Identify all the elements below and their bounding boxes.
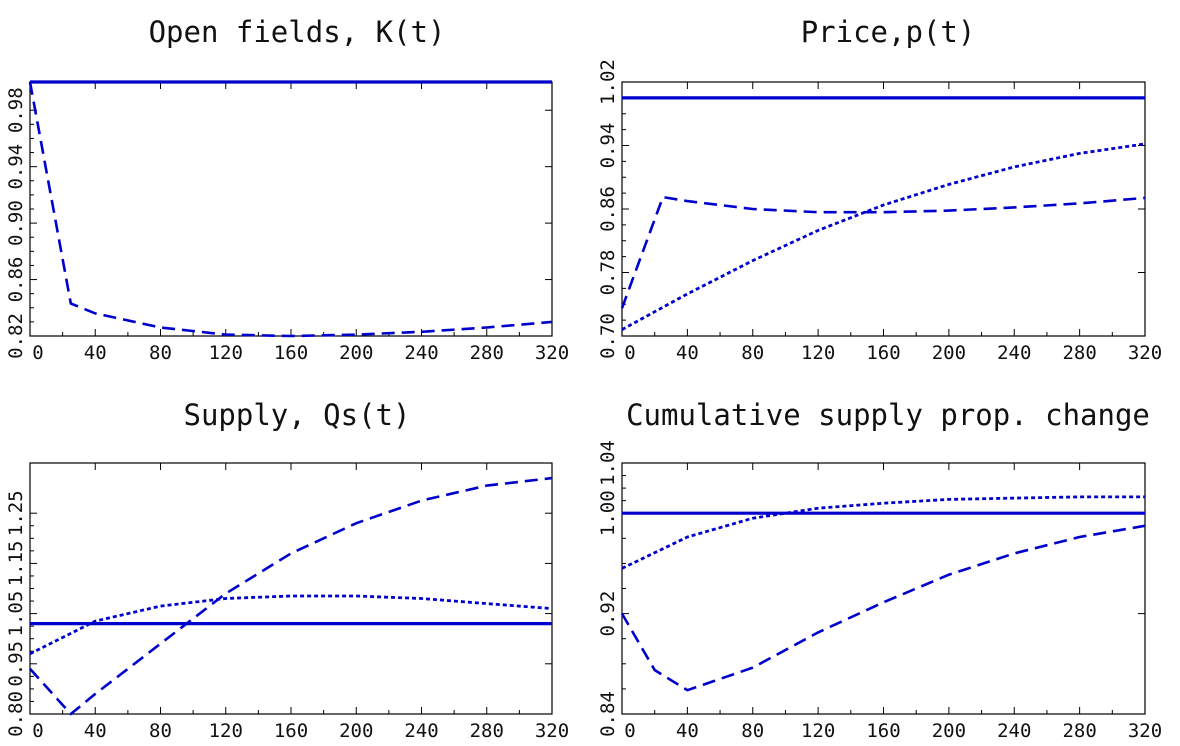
y-tick-label: 1.04 (597, 440, 619, 486)
x-tick-label: 0 (32, 342, 43, 364)
x-tick-label: 0 (624, 720, 635, 742)
x-tick-label: 120 (801, 342, 835, 364)
x-tick-label: 320 (535, 342, 569, 364)
x-tick-label: 200 (932, 720, 966, 742)
y-tick-label: 1.25 (5, 490, 27, 536)
panel-1: Open fields, K(t) 0 40 80 120 160 200 240 280 320… (5, 15, 569, 364)
panel-title: Supply, Qs(t) (184, 398, 411, 432)
y-tick-label: 1.15 (5, 541, 27, 587)
y-tick-label: 0.86 (5, 257, 27, 303)
x-tick-label: 200 (339, 720, 373, 742)
y-tick-label: 0.90 (5, 200, 27, 246)
x-tick-label: 80 (149, 342, 172, 364)
series-dotted-line (621, 495, 1145, 570)
plot-frame (29, 81, 553, 337)
x-tick-label: 280 (1062, 342, 1096, 364)
x-tick-label: 40 (84, 342, 107, 364)
x-tick-label: 280 (470, 342, 504, 364)
y-tick-label: 0.84 (597, 691, 619, 737)
x-tick-label: 240 (997, 720, 1031, 742)
series-dashed-line (620, 195, 1146, 309)
x-tick-label: 40 (676, 342, 699, 364)
panel-2: Price,p(t) 0 40 80 120 160 200 240 280 320 0.70 0.7… (597, 15, 1162, 364)
y-tick-label: 1.02 (597, 59, 619, 105)
panel-title: Cumulative supply prop. change (626, 398, 1150, 432)
y-tick-label: 0.92 (597, 591, 619, 637)
x-tick-label: 320 (535, 720, 569, 742)
y-tick-label: 0.94 (5, 144, 27, 190)
x-tick-label: 200 (339, 342, 373, 364)
y-tick-label: 0.94 (597, 123, 619, 169)
x-tick-label: 160 (274, 720, 308, 742)
x-tick-label: 240 (997, 342, 1031, 364)
y-tick-label: 0.82 (5, 313, 27, 359)
x-tick-label: 80 (741, 342, 764, 364)
x-tick-label: 40 (676, 720, 699, 742)
y-tick-label: 1.00 (597, 490, 619, 536)
x-tick-label: 240 (404, 342, 438, 364)
panel-4: Cumulative supply prop. change 0 40 80 120 16… (597, 398, 1162, 742)
x-tick-label: 0 (624, 342, 635, 364)
x-tick-label: 0 (32, 720, 43, 742)
x-tick-label: 80 (741, 720, 764, 742)
series-dashed-line (28, 81, 553, 338)
series-dotted-line (621, 142, 1146, 331)
y-tick-label: 0.86 (597, 186, 619, 232)
x-tick-label: 320 (1128, 342, 1162, 364)
panel-title: Open fields, K(t) (149, 15, 446, 49)
x-tick-label: 80 (149, 720, 172, 742)
series-dashed-line (29, 476, 553, 716)
x-tick-label: 160 (866, 720, 900, 742)
x-tick-label: 120 (209, 720, 243, 742)
plot-frame (621, 462, 1146, 715)
y-tick-label: 0.98 (5, 87, 27, 133)
x-tick-label: 200 (932, 342, 966, 364)
y-tick-label: 0.95 (5, 641, 27, 687)
x-tick-label: 240 (404, 720, 438, 742)
y-tick-label: 0.70 (597, 313, 619, 359)
x-tick-label: 40 (84, 720, 107, 742)
x-tick-label: 280 (1062, 720, 1096, 742)
x-tick-label: 120 (801, 720, 835, 742)
y-tick-label: 0.78 (597, 250, 619, 296)
x-tick-label: 120 (209, 342, 243, 364)
x-tick-label: 280 (470, 720, 504, 742)
panel-title: Price,p(t) (801, 15, 976, 49)
plot-frame (29, 462, 553, 715)
x-tick-label: 160 (866, 342, 900, 364)
x-tick-label: 160 (274, 342, 308, 364)
panel-3: Supply, Qs(t) 0 40 80 120 160 200 240 280 320 0.80… (5, 398, 569, 742)
x-tick-label: 320 (1128, 720, 1162, 742)
y-tick-label: 1.05 (5, 591, 27, 637)
series-dashed-line (620, 524, 1146, 692)
plot-frame (621, 81, 1146, 337)
y-tick-label: 0.80 (5, 691, 27, 737)
